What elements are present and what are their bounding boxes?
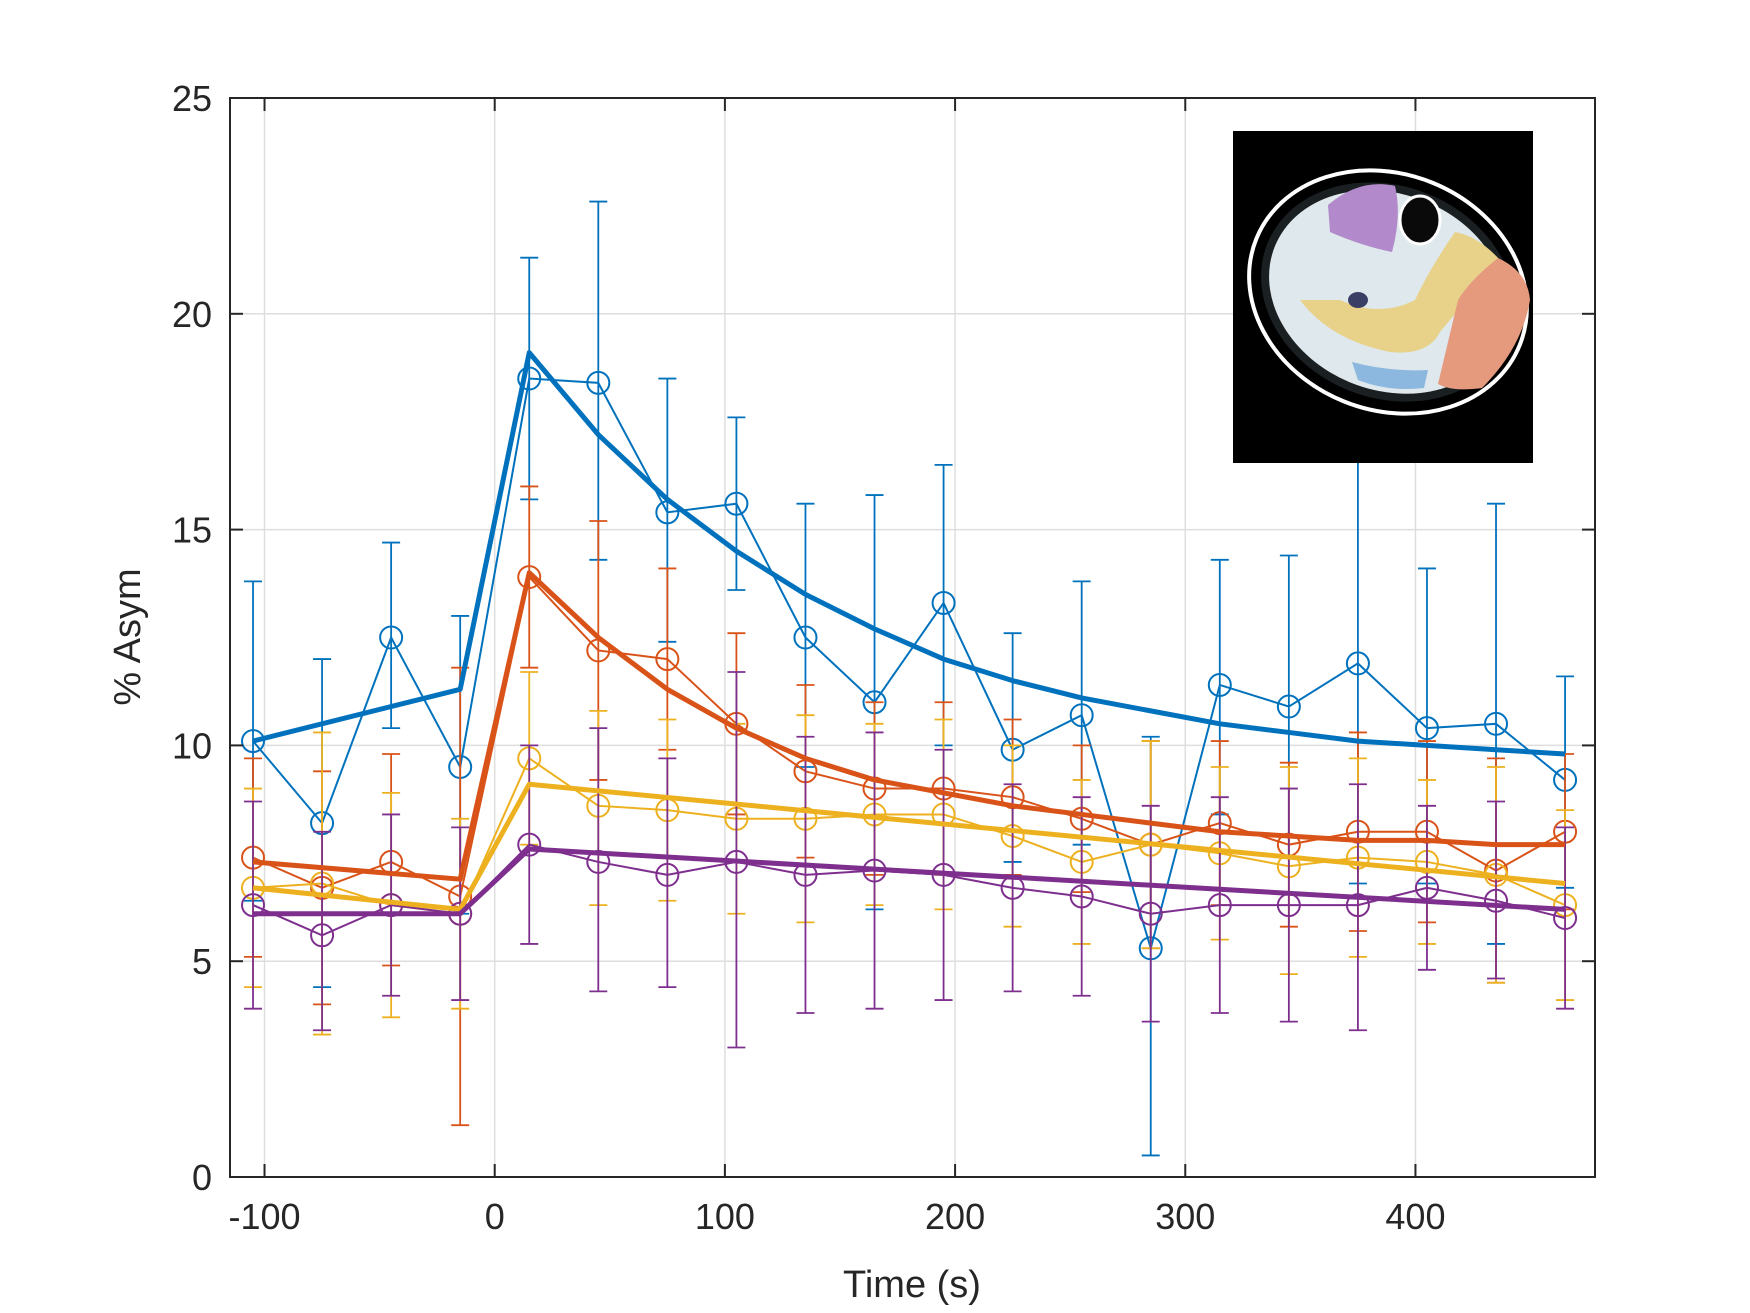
y-tick-label: 20 [172, 294, 212, 335]
x-tick-label: 400 [1385, 1196, 1445, 1237]
data-point-blue [1484, 711, 1509, 736]
data-point-blue [931, 590, 956, 615]
data-point-blue [1414, 716, 1439, 741]
inset-bone-tibia [1398, 194, 1442, 246]
data-point-blue [724, 491, 749, 516]
x-tick-label: -100 [228, 1196, 300, 1237]
data-point-purple [1207, 893, 1232, 918]
data-point-blue [379, 625, 404, 650]
plot-frame [229, 97, 1596, 1178]
fit-line-yellow [252, 781, 1566, 912]
y-tick-label: 10 [172, 725, 212, 766]
inset-muscle-purple [1328, 184, 1398, 252]
x-tick-label: 300 [1155, 1196, 1215, 1237]
inset-muscle-orange [1438, 258, 1530, 390]
data-point-blue [1276, 694, 1301, 719]
y-axis-label: % Asym [107, 568, 149, 705]
x-tick-label: 0 [485, 1196, 505, 1237]
fit-line-purple [253, 846, 1566, 917]
y-tick-label: 0 [192, 1157, 212, 1198]
y-tick-label: 25 [172, 78, 212, 119]
data-point-purple [1345, 893, 1370, 918]
x-axis-label: Time (s) [843, 1264, 981, 1306]
data-point-blue [1345, 651, 1370, 676]
data-point-purple [310, 923, 335, 948]
data-point-blue [586, 370, 611, 395]
x-tick-label: 200 [925, 1196, 985, 1237]
data-point-purple [1138, 901, 1163, 926]
inset-muscle-yellow [1300, 232, 1500, 353]
fit-line-blue [252, 350, 1566, 757]
inset-outer-contour [1247, 168, 1529, 416]
data-point-blue [517, 366, 542, 391]
data-point-blue [793, 625, 818, 650]
fit-line-orange [252, 570, 1566, 882]
y-tick-label: 5 [192, 941, 212, 982]
data-point-orange [517, 565, 542, 590]
data-point-blue [1207, 672, 1232, 697]
data-point-purple [1414, 875, 1439, 900]
data-point-purple [517, 832, 542, 857]
data-point-blue [241, 729, 266, 754]
data-layer [241, 200, 1578, 1157]
data-point-purple [1069, 884, 1094, 909]
data-point-orange [655, 647, 680, 672]
x-tick-label: 100 [695, 1196, 755, 1237]
axes [229, 97, 1596, 1178]
data-line-blue [252, 377, 1566, 952]
inset-leg-tissue [1269, 190, 1507, 394]
y-tick-label: 15 [172, 510, 212, 551]
leg-muscle-mri-icon [1233, 131, 1533, 463]
data-point-purple [1484, 888, 1509, 913]
data-point-purple [655, 862, 680, 887]
ticks: -100 0 100 200 300 400 0 5 10 15 20 25 [172, 78, 1595, 1237]
inset-muscle-blue [1352, 362, 1428, 389]
inset-bone-marrow [1348, 292, 1368, 308]
data-point-blue [1069, 703, 1094, 728]
